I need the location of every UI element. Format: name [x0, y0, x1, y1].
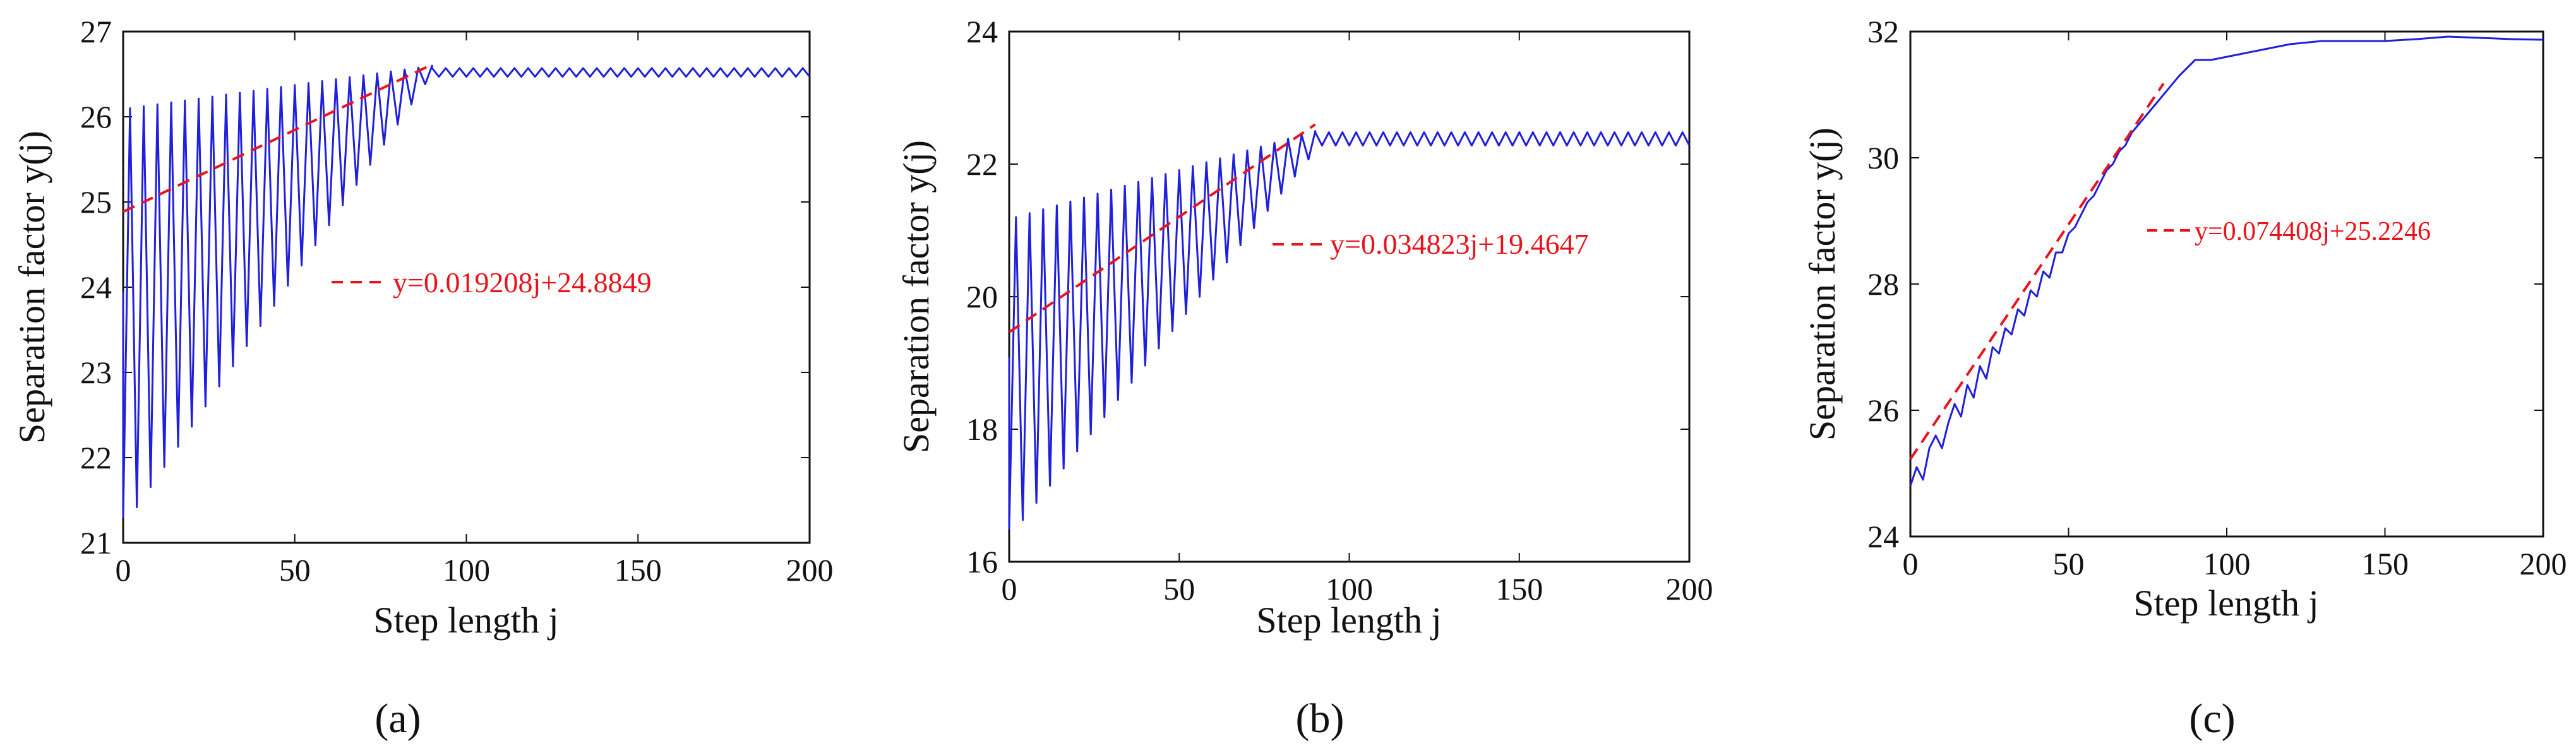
x-axis-label: Step length j	[373, 600, 558, 641]
x-tick-label: 0	[1903, 546, 1919, 581]
x-tick-label: 100	[2203, 546, 2251, 581]
x-tick-label: 0	[116, 552, 131, 588]
series-group	[1008, 123, 1691, 530]
series-line	[122, 64, 811, 518]
chart-panel-a: 0 50 100 150 200 21 22 23 24 25 26 27 y=0.019208j+2…	[11, 14, 834, 742]
panel-label: (b)	[1296, 696, 1345, 742]
y-tick-label: 16	[966, 544, 998, 579]
y-tick-label: 32	[1867, 14, 1899, 49]
fit-legend: y=0.074408j+25.2246	[2147, 217, 2431, 246]
x-axis-label: Step length j	[1256, 600, 1441, 641]
series-line	[1008, 130, 1691, 530]
panel-label: (c)	[2189, 696, 2235, 742]
y-tick-label: 21	[80, 525, 112, 560]
series-group	[1909, 35, 2544, 487]
x-tick-label: 150	[1495, 571, 1543, 607]
chart-panel-b: 0 50 100 150 200 16 18 20 22 24 y=0.034823j+19.46…	[896, 14, 1713, 742]
y-tick-label: 23	[80, 355, 112, 390]
x-tick-label: 100	[443, 552, 490, 588]
y-tick-label: 24	[80, 270, 112, 305]
x-tick-label: 50	[1163, 571, 1195, 607]
y-tick-label: 26	[1867, 393, 1899, 428]
y-tick-label: 27	[80, 14, 112, 49]
y-tick-label: 26	[80, 99, 112, 134]
y-axis-label: Separation factor y(j)	[896, 140, 937, 453]
series-line	[1909, 35, 2544, 487]
tick-group: 0 50 100 150 200 16 18 20 22 24	[966, 14, 1713, 607]
x-tick-label: 50	[2053, 546, 2085, 581]
x-tick-label: 200	[2520, 546, 2567, 581]
x-tick-label: 100	[1326, 571, 1373, 607]
panel-label: (a)	[374, 696, 421, 742]
y-tick-label: 28	[1867, 266, 1899, 302]
y-tick-label: 22	[966, 146, 998, 182]
x-tick-label: 0	[1002, 571, 1017, 607]
tick-group: 0 50 100 150 200 21 22 23 24 25 26 27	[80, 14, 834, 588]
x-tick-label: 50	[279, 552, 311, 588]
legend-label: y=0.019208j+24.8849	[393, 266, 652, 299]
fit-legend: y=0.034823j+19.4647	[1273, 228, 1589, 260]
x-tick-label: 200	[1666, 571, 1713, 607]
legend-label: y=0.034823j+19.4647	[1330, 228, 1589, 260]
tick-group: 0 50 100 150 200 24 26 28 30 32	[1867, 14, 2567, 581]
y-tick-label: 18	[966, 412, 998, 447]
x-tick-label: 200	[786, 552, 834, 588]
plot-frame	[1008, 30, 1691, 563]
y-axis-label: Separation factor y(j)	[11, 131, 52, 444]
chart-panel-c: 0 50 100 150 200 24 26 28 30 32 y=0.074408j+25.22…	[1802, 14, 2567, 742]
fit-line	[123, 63, 433, 213]
y-tick-label: 24	[1867, 519, 1899, 554]
y-tick-label: 24	[966, 14, 998, 49]
y-tick-label: 25	[80, 184, 112, 220]
x-tick-label: 150	[2361, 546, 2409, 581]
x-tick-label: 150	[614, 552, 662, 588]
plot-frame	[1909, 30, 2544, 538]
fit-line	[1008, 123, 1316, 333]
y-tick-label: 20	[966, 279, 998, 314]
series-group	[122, 63, 811, 518]
legend-label: y=0.074408j+25.2246	[2195, 217, 2431, 246]
y-tick-label: 30	[1867, 140, 1899, 175]
fit-legend: y=0.019208j+24.8849	[332, 266, 652, 299]
y-tick-label: 22	[80, 440, 112, 475]
y-axis-label: Separation factor y(j)	[1802, 127, 1843, 441]
x-axis-label: Step length j	[2133, 583, 2318, 624]
fit-line	[1909, 83, 2165, 460]
